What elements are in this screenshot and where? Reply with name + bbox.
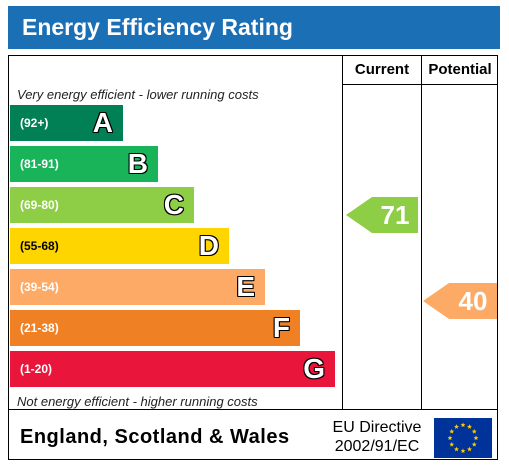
column-header-current: Current: [354, 61, 410, 78]
eu-flag-icon: [434, 418, 492, 458]
footer-region-label: England, Scotland & Wales: [20, 426, 290, 448]
current-rating-value: 71: [380, 200, 410, 230]
eu-star-icon: [447, 435, 453, 441]
potential-rating-arrow: 40: [423, 283, 497, 319]
rating-band-letter: B: [127, 148, 148, 179]
rating-band-range: (92+): [20, 116, 49, 130]
rating-band-range: (69-80): [20, 198, 59, 212]
rating-band-c: (69-80) C: [10, 187, 194, 223]
rating-band-b: (81-91) B: [10, 146, 158, 182]
column-header-potential: Potential: [428, 61, 492, 78]
rating-band-g: (1-20) G: [10, 351, 335, 387]
current-rating-arrow: 71: [346, 197, 418, 233]
eu-star-icon: [460, 422, 466, 428]
eu-star-icon: [467, 424, 472, 429]
eu-star-icon: [449, 428, 455, 434]
rating-band-letter: A: [92, 107, 113, 138]
rating-table: Current Potential Very energy efficient …: [8, 55, 498, 460]
rating-band-letter: D: [198, 230, 219, 261]
rating-band-range: (1-20): [20, 362, 53, 376]
rating-band-range: (81-91): [20, 157, 59, 171]
eu-star-icon: [449, 441, 455, 447]
column-divider-potential: [421, 56, 422, 409]
eu-star-icon: [467, 446, 472, 452]
eu-star-icon: [460, 448, 466, 454]
page-title: Energy Efficiency Rating: [8, 6, 500, 49]
header-divider: [342, 84, 498, 85]
eu-directive-line2: 2002/91/EC: [334, 438, 420, 455]
rating-band-range: (55-68): [20, 239, 59, 253]
eu-star-icon: [471, 441, 477, 447]
rating-band-a: (92+) A: [10, 105, 123, 141]
column-divider-current: [342, 56, 343, 409]
rating-band-letter: C: [163, 189, 184, 220]
rating-band-range: (21-38): [20, 321, 59, 335]
eu-star-icon: [454, 446, 459, 452]
rating-band-e: (39-54) E: [10, 269, 265, 305]
eu-star-icon: [471, 428, 477, 434]
bottom-note: Not energy efficient - higher running co…: [17, 394, 258, 409]
eu-star-icon: [454, 424, 459, 429]
rating-band-d: (55-68) D: [10, 228, 229, 264]
top-note: Very energy efficient - lower running co…: [17, 87, 259, 102]
rating-band-f: (21-38) F: [10, 310, 300, 346]
eu-directive-label: EU Directive 2002/91/EC: [325, 418, 429, 456]
footer-divider: [9, 409, 497, 410]
rating-band-letter: G: [303, 353, 325, 384]
rating-band-letter: E: [236, 271, 255, 302]
rating-band-letter: F: [272, 312, 290, 343]
eu-directive-line1: EU Directive: [332, 419, 422, 436]
rating-band-range: (39-54): [20, 280, 59, 294]
eu-star-icon: [473, 435, 479, 441]
potential-rating-value: 40: [458, 286, 488, 316]
